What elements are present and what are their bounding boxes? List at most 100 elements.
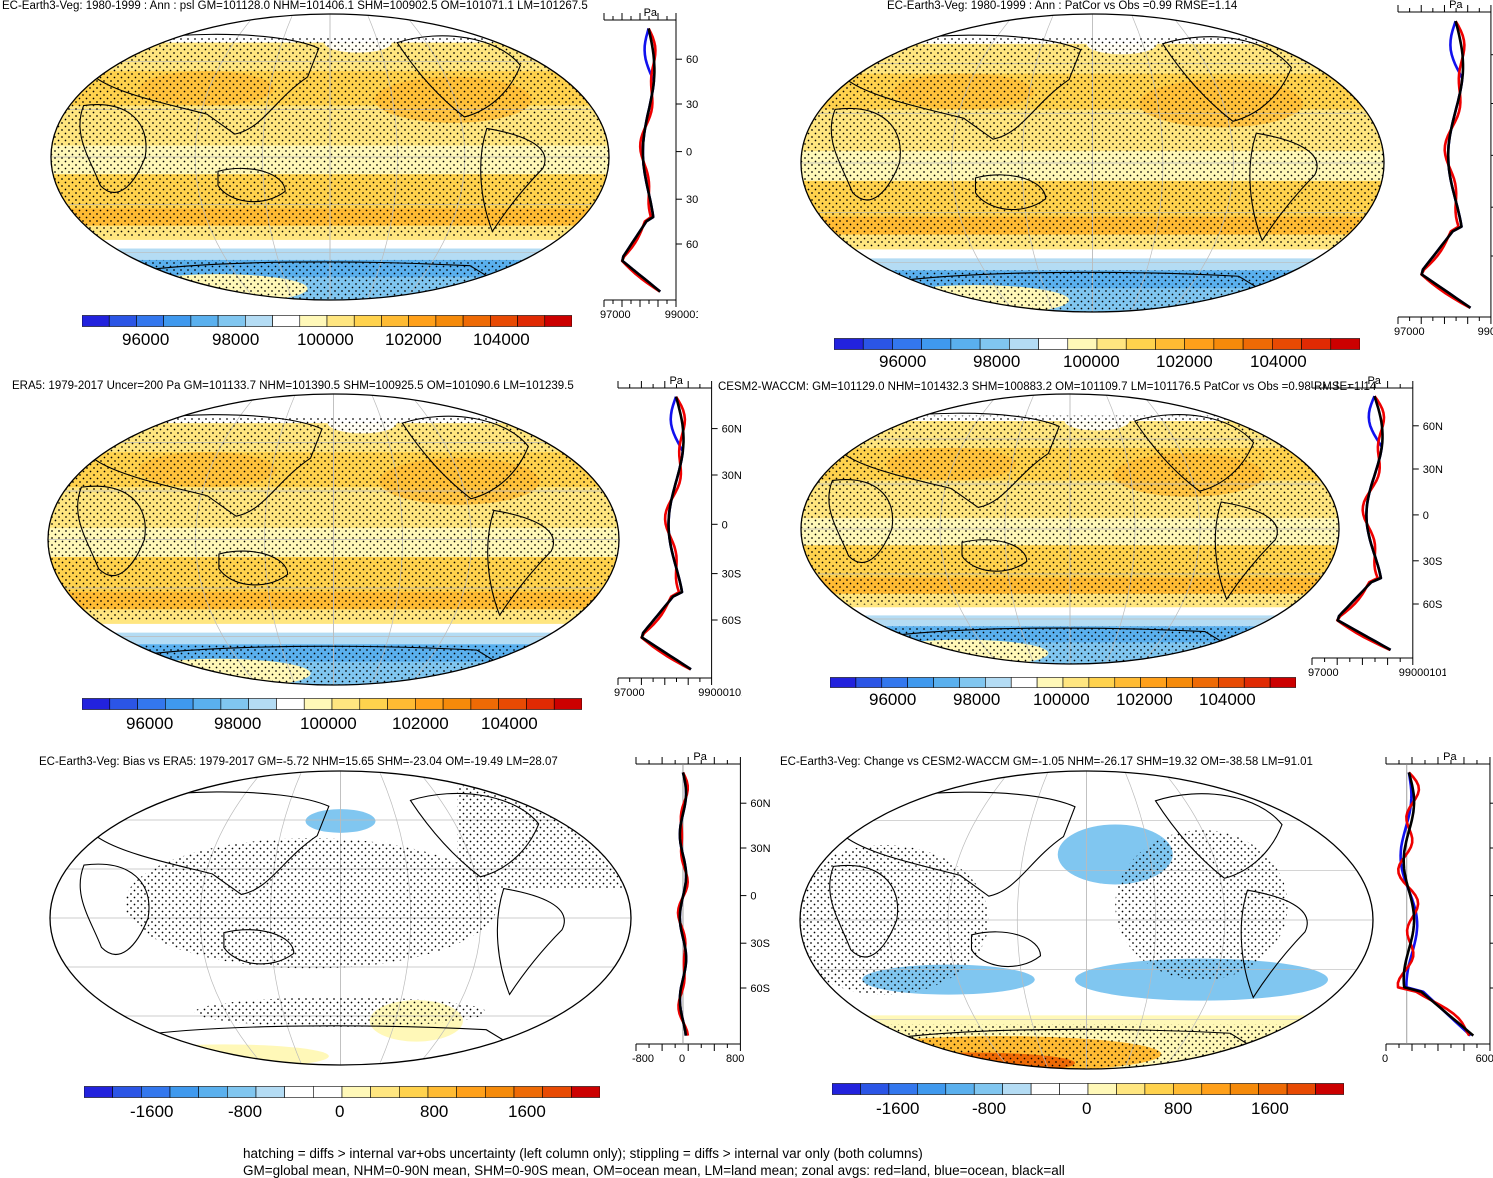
map-border <box>49 770 632 1066</box>
cb-label: 104000 <box>473 330 530 349</box>
colorbar-swatch <box>359 698 388 710</box>
zonal-plot-2: Pa 97000 99000101000 <box>1394 0 1493 338</box>
cb-label: 98000 <box>953 690 1001 709</box>
colorbar-swatch <box>299 315 328 327</box>
zonal-lat-label: 30N <box>1423 464 1443 476</box>
zonal-plot-3: Pa 60N 30N 0 30S 60S 97000 99000101000 <box>614 376 742 699</box>
stipple-region <box>800 1024 1373 1069</box>
cb-label: 104000 <box>1250 352 1307 371</box>
zonal-plot-4: Pa 60N 30N 0 30S 60S 97000 99000101000 <box>1308 376 1446 679</box>
colorbar-swatch <box>217 315 246 327</box>
zonal-x-label: 99000101000 <box>665 309 698 321</box>
colorbar-swatch <box>832 1083 861 1095</box>
continent-outline <box>77 485 146 576</box>
colorbar-2 <box>834 338 1360 350</box>
zonal-lat-label: 30S <box>722 569 742 581</box>
continent-outline <box>102 645 537 685</box>
colorbar-swatch <box>276 698 305 710</box>
colorbar-swatch <box>442 698 472 710</box>
zonal-x-label: 0 <box>1382 1053 1388 1065</box>
zonal-lat-label: 60S <box>722 615 742 627</box>
continent-outline <box>487 509 554 617</box>
continent-outline <box>829 864 899 958</box>
map-content <box>50 771 631 1065</box>
colorbar-4 <box>830 677 1296 688</box>
colorbar-swatch <box>82 315 110 327</box>
zonal-lat-label: 30S <box>1423 556 1443 568</box>
cb-label: 1600 <box>508 1102 546 1121</box>
cb-label: -800 <box>972 1099 1007 1118</box>
colorbar-swatch <box>1315 1083 1344 1095</box>
zonal-plot-5: Pa 60N 30N 0 30S 60S -800 0 800 <box>632 752 771 1065</box>
colorbar-swatch <box>331 698 361 710</box>
zonal-unit-label: Pa <box>644 8 658 19</box>
positive-anomaly <box>850 788 920 801</box>
continent-outline <box>846 34 1082 140</box>
map-content <box>48 394 619 685</box>
colorbar-swatch <box>973 1083 1003 1095</box>
continent-outline <box>844 791 1076 897</box>
colorbar-swatch <box>1258 1083 1288 1095</box>
continent-outline <box>842 412 1060 508</box>
colorbar-swatch <box>462 315 491 327</box>
cb-label: -800 <box>228 1102 263 1121</box>
colorbar-swatch <box>1242 338 1273 350</box>
continent-outline <box>828 479 894 563</box>
colorbar-swatch <box>1330 338 1360 350</box>
zonal-lat-label: 30N <box>686 99 698 111</box>
colorbar-swatch <box>862 338 893 350</box>
zonal-x-label: 0 <box>679 1053 685 1065</box>
colorbar-swatch <box>435 315 464 327</box>
map-content <box>801 14 1384 312</box>
zonal-lat-label: 60S <box>686 239 698 251</box>
zonal-unit-label: Pa <box>669 376 683 387</box>
continent-outline <box>1249 132 1318 242</box>
zonal-x-label: 99000101000 <box>1478 326 1493 338</box>
colorbar-swatch <box>1062 677 1090 688</box>
colorbar-swatch <box>892 338 922 350</box>
colorbar-swatch <box>950 338 981 350</box>
colorbar-swatch <box>1229 1083 1259 1095</box>
continent-outline <box>79 104 147 193</box>
cb-label: 98000 <box>212 330 260 349</box>
colorbar-swatch <box>220 698 249 710</box>
continent-outline <box>218 550 289 586</box>
continent-outline <box>105 1025 547 1065</box>
cb-label: 102000 <box>1116 690 1173 709</box>
map-border <box>47 393 620 686</box>
colorbar-swatch <box>399 1086 429 1098</box>
colorbar-swatch <box>255 1086 285 1098</box>
stipple-region <box>1115 830 1288 981</box>
stipple-region <box>48 644 619 685</box>
colorbar-swatch <box>198 1086 228 1098</box>
zonal-x-label: 97000 <box>614 687 645 699</box>
colorbar-swatch <box>1192 677 1219 688</box>
colorbar-swatch <box>1002 1083 1032 1095</box>
cb-label: 98000 <box>214 714 262 733</box>
colorbar-swatch <box>387 698 416 710</box>
continent-outline <box>961 539 1028 572</box>
cb-label: 96000 <box>126 714 174 733</box>
colorbar-1 <box>82 315 572 327</box>
zonal-lat-label: 60N <box>686 54 698 66</box>
zonal-plot-1: Pa 60N 30N 0 30S 60S 97000 99000101000 <box>600 8 698 321</box>
colorbar-swatch <box>490 315 518 327</box>
colorbar-3 <box>82 698 582 710</box>
zonal-lat-label: 60N <box>750 798 770 810</box>
continent-outline <box>223 929 295 965</box>
colorbar-swatch <box>381 315 409 327</box>
continent-outline <box>409 792 540 878</box>
zonal-lat-label: 0 <box>1423 510 1429 522</box>
colorbar-swatch <box>1173 1083 1203 1095</box>
colorbar-swatch <box>272 315 301 327</box>
zonal-unit-label: Pa <box>1443 752 1457 763</box>
footnote-line-1: hatching = diffs > internal var+obs unce… <box>243 1146 923 1161</box>
colorbar-swatch <box>303 698 333 710</box>
stipple-region <box>457 785 631 889</box>
colorbar-swatch <box>1036 677 1064 688</box>
colorbar-swatch <box>82 698 111 710</box>
cb-label: 100000 <box>1033 690 1090 709</box>
zonal-lat-label: 0 <box>722 519 728 531</box>
zonal-unit-label: Pa <box>1449 0 1463 11</box>
colorbar-swatch <box>888 1083 918 1095</box>
